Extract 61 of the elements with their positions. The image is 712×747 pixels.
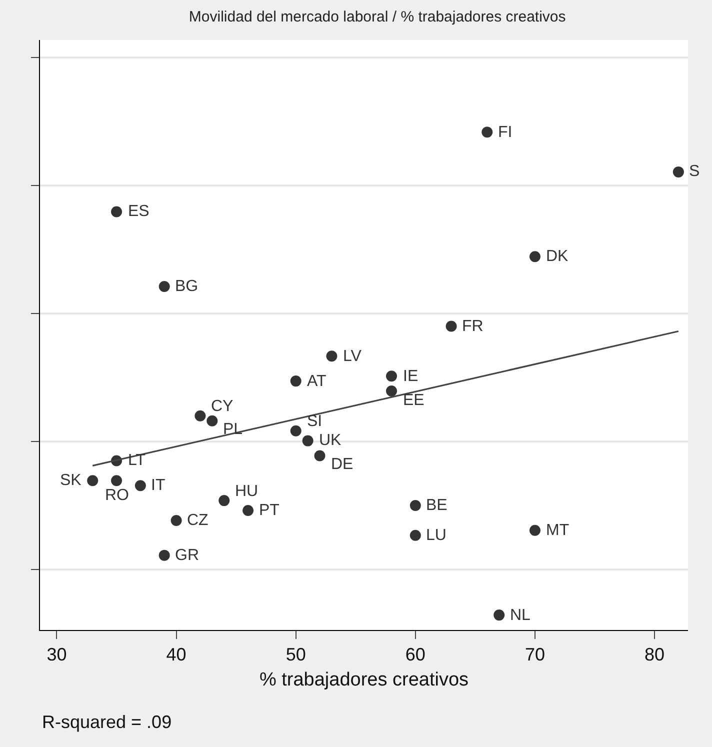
point [194, 410, 206, 422]
point [290, 425, 302, 436]
annotation: IT [151, 477, 166, 494]
annotation: PT [259, 502, 280, 519]
annotation: BE [426, 497, 448, 514]
point [529, 251, 540, 262]
point [158, 550, 170, 561]
annotation: MT [546, 522, 570, 539]
annotation: S [689, 163, 700, 180]
point [410, 500, 421, 512]
annotation: LT [128, 452, 146, 469]
annotation: RO [105, 487, 129, 504]
point [111, 206, 122, 218]
text: R-squared = .09 [42, 712, 172, 732]
annotation: UK [319, 432, 342, 449]
point [529, 524, 540, 536]
annotation: LU [426, 527, 446, 544]
point [410, 530, 421, 541]
point [111, 475, 122, 486]
point [314, 450, 326, 462]
point [290, 376, 302, 387]
annotation: SI [307, 413, 322, 430]
point [87, 475, 98, 486]
point [218, 495, 230, 506]
x-tick-label: 80 [644, 644, 665, 665]
point [386, 370, 397, 382]
x-tick-label: 40 [166, 644, 186, 665]
x-tick-label: 30 [46, 644, 67, 665]
annotation: AT [307, 373, 326, 390]
x-axis-title: % trabajadores creativos [259, 669, 469, 690]
annotation: NL [510, 607, 531, 624]
point [170, 514, 182, 526]
annotation: FR [462, 318, 484, 335]
x-tick-label: 60 [405, 644, 426, 665]
point [158, 280, 170, 292]
annotation: LV [343, 348, 362, 365]
point [386, 386, 397, 397]
annotation: IE [403, 368, 418, 385]
point [302, 435, 314, 446]
annotation: EE [403, 392, 424, 409]
annotation: FI [498, 124, 512, 141]
annotation: CZ [187, 512, 209, 529]
point [326, 350, 338, 362]
x-tick-label: 50 [286, 644, 306, 665]
point [482, 126, 493, 138]
annotation: HU [235, 483, 258, 500]
point [134, 480, 146, 492]
annotation: GR [175, 547, 199, 564]
point [494, 610, 505, 621]
x-tick-label: 70 [524, 644, 545, 665]
annotation: BG [175, 278, 198, 295]
point [206, 415, 218, 426]
chart-title: Movilidad del mercado laboral / % trabajadores creativos [188, 8, 566, 26]
annotation: ES [128, 203, 150, 220]
point [446, 320, 457, 332]
annotation: DE [331, 456, 354, 473]
annotation: SK [60, 472, 82, 489]
point [672, 166, 684, 178]
annotation: DK [546, 248, 569, 265]
point [242, 505, 254, 516]
annotation: CY [211, 398, 234, 415]
